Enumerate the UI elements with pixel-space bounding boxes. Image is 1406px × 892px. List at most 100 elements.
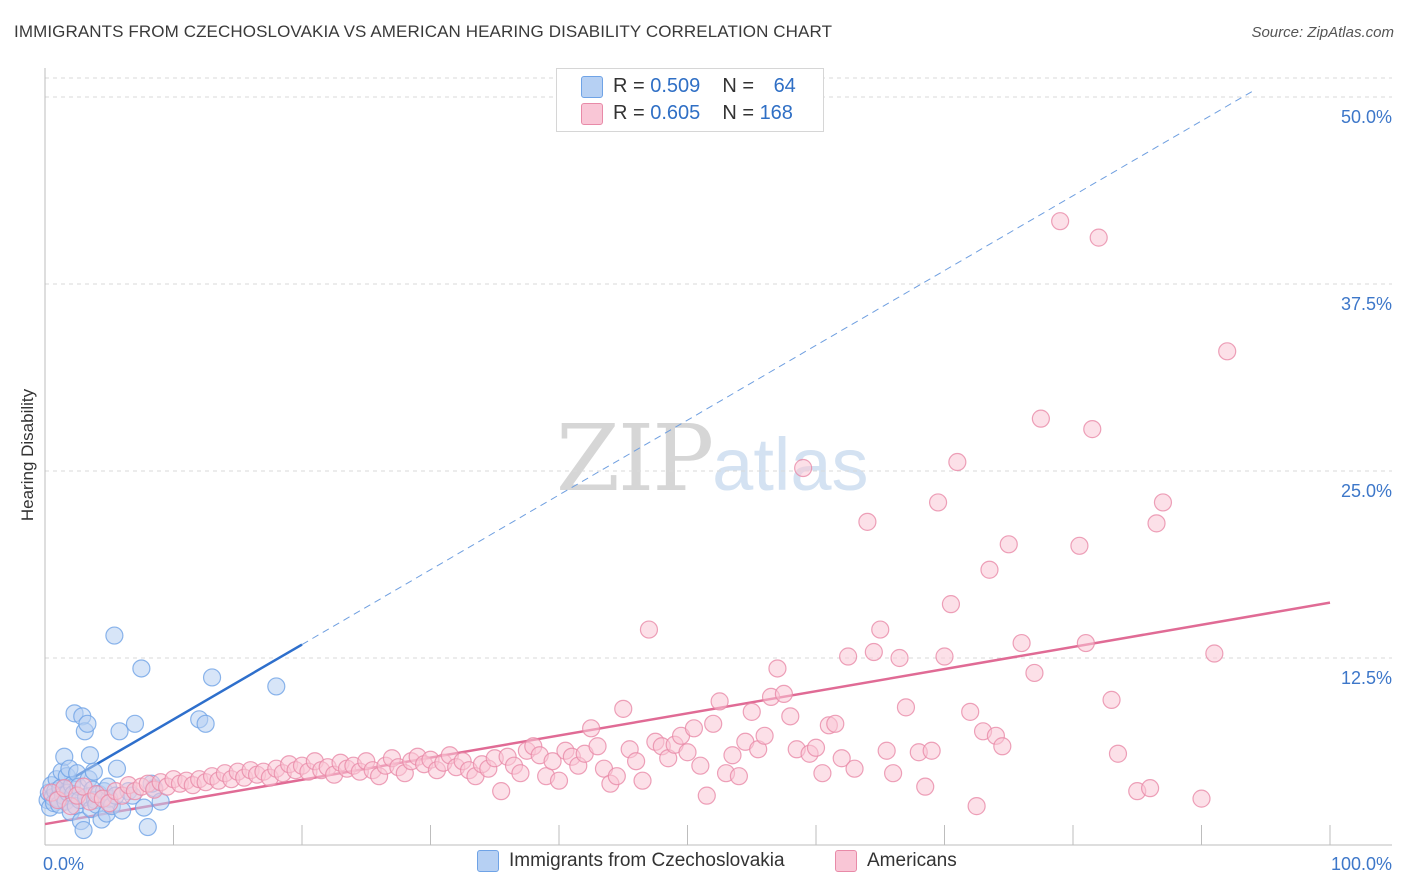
n-label: N = [722,75,760,97]
point-czechoslovakia [84,762,103,781]
point-americans [1140,779,1160,798]
legend-item-americans: Americans [835,850,957,872]
point-americans [492,782,511,801]
point-americans [691,756,710,775]
point-americans [1025,663,1044,683]
point-americans [813,764,832,783]
n-value: 64 [773,75,796,97]
point-americans [1076,633,1095,653]
point-americans [922,741,941,760]
watermark: ZIPatlas [556,405,868,512]
point-americans [633,771,652,790]
point-czechoslovakia [196,714,215,733]
tick-labels: 12.5% 25.0% 37.5% 50.0% 0.0% 100.0% [43,107,1392,874]
point-americans [768,659,787,678]
n-value: 168 [759,102,793,124]
point-americans [935,647,954,666]
point-czechoslovakia [125,714,145,733]
chart-title: IMMIGRANTS FROM CZECHOSLOVAKIA VS AMERIC… [14,22,833,41]
point-americans [1012,633,1031,653]
source-label: Source: ZipAtlas.com [1251,24,1394,41]
point-americans [607,767,626,786]
point-americans [1218,342,1237,361]
stats-row-czechoslovakia: R = 0.509 N = 64 [581,75,796,99]
point-americans [774,684,793,704]
point-czechoslovakia [107,759,127,778]
point-czechoslovakia [74,820,93,840]
point-americans [1108,744,1128,763]
point-americans [839,647,858,666]
point-americans [1205,644,1224,663]
point-americans [704,714,723,733]
point-americans [845,759,864,778]
point-americans [948,452,967,472]
legend-item-czechoslovakia: Immigrants from Czechoslovakia [477,850,785,872]
legend-swatch-pink [581,102,603,125]
point-americans [582,719,601,738]
point-czechoslovakia [202,668,222,687]
point-czechoslovakia [138,817,157,837]
r-value: 0.605 [650,102,701,124]
x-tick-label: 100.0% [1331,854,1392,874]
point-americans [511,764,530,783]
r-label: R = [613,102,651,124]
point-americans [999,535,1018,554]
point-americans [832,749,851,768]
point-americans [864,642,883,662]
point-americans [883,764,903,783]
point-americans [1083,420,1102,439]
legend-label: Immigrants from Czechoslovakia [509,850,785,872]
point-americans [1147,514,1166,533]
watermark-atlas: atlas [712,423,869,506]
point-americans [639,620,659,639]
x-tick-label: 0.0% [43,854,84,874]
point-americans [1192,789,1211,808]
point-americans [806,738,826,757]
axes [44,68,1392,846]
point-americans [941,595,961,614]
y-tick-label: 50.0% [1341,107,1392,127]
r-value: 0.509 [650,75,701,97]
point-americans [781,707,800,726]
point-czechoslovakia [78,714,97,733]
point-americans [742,702,761,721]
point-americans [755,726,774,745]
y-tick-label: 25.0% [1341,481,1392,501]
point-czechoslovakia [134,798,154,817]
stats-row-americans: R = 0.605 N = 168 [581,102,793,126]
point-americans [684,719,704,738]
point-czechoslovakia [110,722,129,741]
point-americans [626,752,646,771]
point-americans [1051,212,1070,231]
y-tick-label: 12.5% [1341,668,1392,688]
stats-legend: R = 0.509 N = 64 R = 0.605 N = 168 [556,68,824,132]
legend-swatch-pink [835,850,857,872]
point-americans [928,493,948,512]
grid-lines [45,77,1392,659]
point-czechoslovakia [267,677,286,696]
point-czechoslovakia [105,626,124,645]
point-americans [961,702,980,721]
trend-line-czechoslovakia-extension [301,90,1254,645]
trend-line-americans [44,601,1331,826]
point-americans [877,741,896,760]
point-americans [1070,536,1089,555]
y-tick-label: 37.5% [1341,294,1392,314]
point-americans [1089,228,1108,247]
watermark-zip: ZIP [556,405,714,512]
point-americans [967,797,986,816]
point-americans [697,786,716,805]
legend-label: Americans [867,850,957,872]
series-legend: Immigrants from Czechoslovakia Americans [0,850,1406,878]
point-czechoslovakia [80,746,100,765]
point-americans [794,458,813,478]
point-americans [858,512,877,531]
point-americans [723,746,742,765]
point-americans [871,620,890,639]
legend-swatch-blue [477,850,499,872]
point-americans [588,737,607,756]
point-americans [896,698,916,717]
data-points [38,212,1237,840]
point-americans [710,692,729,711]
point-americans [890,648,909,668]
